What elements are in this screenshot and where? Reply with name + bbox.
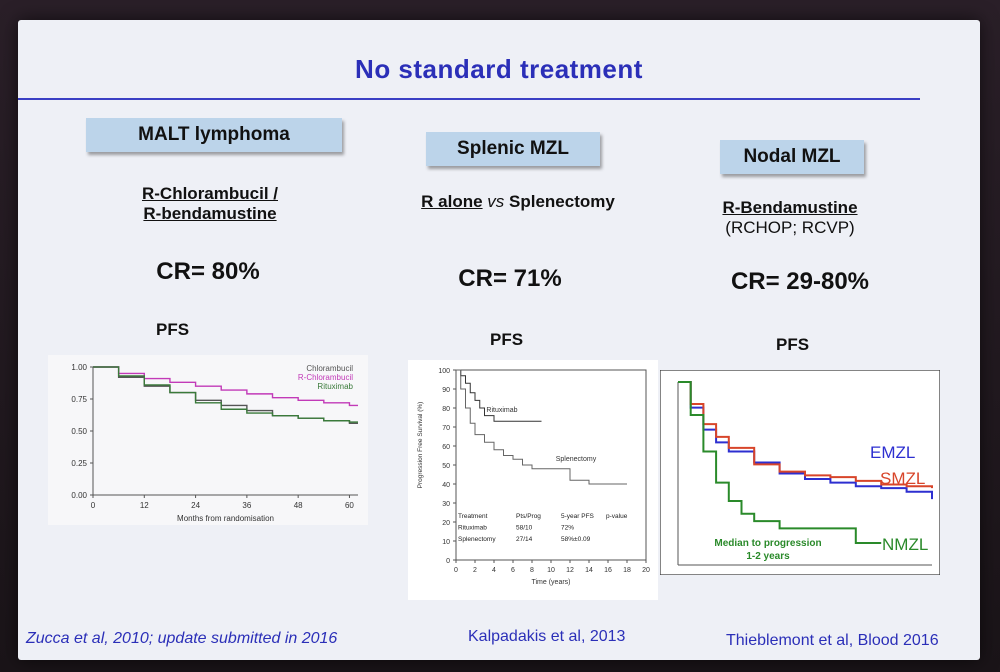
chart2-table-header: 5-year PFS	[561, 513, 595, 520]
chart1-x-tick-label: 12	[140, 501, 149, 510]
chart2-y-tick-label: 0	[446, 558, 450, 565]
chart2-y-tick-label: 10	[442, 539, 450, 546]
chart2-y-tick-label: 100	[438, 368, 450, 375]
chart2-x-tick-label: 6	[511, 567, 515, 574]
chart2-table-cell: Splenectomy	[458, 536, 496, 543]
chart2-y-label: Progression Free Survival (%)	[417, 402, 424, 489]
chart3-series-nmzl	[678, 381, 882, 545]
chart3-legend-smzl: SMZL	[880, 469, 925, 488]
chart2-x-tick-label: 0	[454, 567, 458, 574]
chart2-x-tick-label: 4	[492, 567, 496, 574]
reference-thieblemont: Thieblemont et al, Blood 2016	[726, 632, 939, 649]
treatment-splenic: R alone vs Splenectomy	[388, 192, 648, 212]
cr-nodal: CR= 29-80%	[730, 268, 870, 295]
chart3-legend-emzl: EMZL	[870, 443, 915, 462]
chart2-x-tick-label: 20	[642, 567, 650, 574]
chart1-y-tick-label: 0.75	[71, 395, 87, 404]
chart3-legend-nmzl: NMZL	[882, 535, 928, 554]
pfs-splenic: PFS	[490, 330, 524, 349]
chart1-y-tick-label: 0.50	[71, 427, 87, 436]
chart2-x-tick-label: 12	[566, 567, 574, 574]
treatment-splenic-vs: vs	[482, 192, 510, 211]
pfs-malt: PFS	[156, 320, 190, 339]
chart2-x-tick-label: 16	[604, 567, 612, 574]
chart1-series-rituximab	[93, 366, 358, 423]
chart1-x-tick-label: 24	[191, 501, 200, 510]
chart2-table-cell: 27/14	[516, 536, 533, 543]
slide: No standard treatment MALT lymphoma R-Ch…	[18, 20, 980, 660]
chart2-series-rituximab	[456, 369, 542, 422]
chart2-table-header: p-value	[606, 513, 628, 520]
chart2-y-tick-label: 30	[442, 501, 450, 508]
chart2-series-label: Splenectomy	[556, 456, 597, 463]
chart2-series-splenectomy	[456, 369, 627, 485]
chart2-table-cell: 58%±0.09	[561, 536, 591, 543]
chart2-y-tick-label: 20	[442, 520, 450, 527]
chart2-y-tick-label: 60	[442, 444, 450, 451]
cr-splenic: CR= 71%	[458, 265, 562, 292]
treatment-malt-line2: R-bendamustine	[143, 204, 277, 223]
treatment-nodal: R-Bendamustine (RCHOP; RCVP)	[690, 198, 890, 238]
chart2-table-header: Pts/Prog	[516, 513, 541, 520]
chart1-x-tick-label: 0	[91, 501, 96, 510]
label-nodal: Nodal MZL	[720, 140, 864, 174]
chart2-table-header: Treatment	[458, 513, 488, 520]
chart3-annotation-line2: 1-2 years	[746, 551, 790, 562]
chart1-x-label: Months from randomisation	[177, 514, 274, 523]
reference-kalpadakis: Kalpadakis et al, 2013	[468, 628, 626, 645]
chart2-y-tick-label: 80	[442, 406, 450, 413]
chart2-y-tick-label: 90	[442, 387, 450, 394]
chart2-x-tick-label: 10	[547, 567, 555, 574]
chart-malt-pfs: 0.00 0.25 0.50 0.75 1.00 0 12 24 36 48 60 Months fr…	[48, 355, 368, 525]
chart-splenic-pfs: 0 10 20 30 40 50 60 70 80 90 100 0 2 4 6 8 10 12 14 16 18 20 T…	[408, 360, 658, 600]
treatment-malt-line1: R-Chlorambucil /	[141, 184, 278, 203]
chart3-annotation-line1: Median to progression	[714, 538, 821, 549]
chart2-y-tick-label: 50	[442, 463, 450, 470]
chart1-x-tick-label: 60	[345, 501, 354, 510]
chart1-legend-entry: Rituximab	[317, 382, 353, 391]
pfs-nodal: PFS	[776, 335, 810, 354]
chart1-legend-entry: Chlorambucil	[306, 364, 353, 373]
chart2-table-cell: Rituximab	[458, 525, 487, 532]
chart2-x-label: Time (years)	[531, 579, 570, 586]
treatment-nodal-line2: (RCHOP; RCVP)	[725, 218, 855, 237]
treatment-nodal-line1: R-Bendamustine	[722, 198, 858, 217]
chart2-x-tick-label: 14	[585, 567, 593, 574]
chart1-background	[48, 355, 368, 525]
chart1-y-tick-label: 0.25	[71, 459, 87, 468]
title-rule	[18, 98, 920, 100]
chart2-y-tick-label: 40	[442, 482, 450, 489]
label-malt: MALT lymphoma	[86, 118, 342, 152]
treatment-malt: R-Chlorambucil / R-bendamustine	[110, 184, 310, 224]
chart1-legend-entry: R-Chlorambucil	[298, 373, 353, 382]
chart2-x-tick-label: 8	[530, 567, 534, 574]
chart2-y-tick-label: 70	[442, 425, 450, 432]
treatment-splenic-rest: Splenectomy	[509, 192, 615, 211]
cr-malt: CR= 80%	[156, 258, 260, 285]
chart2-table-cell: 72%	[561, 525, 574, 532]
chart1-y-tick-label: 1.00	[71, 363, 87, 372]
slide-title: No standard treatment	[355, 54, 643, 84]
chart-nodal-pfs: EMZL SMZL NMZL Median to progression 1-2 yea…	[660, 370, 940, 575]
chart1-y-tick-label: 0.00	[71, 491, 87, 500]
chart1-x-tick-label: 48	[294, 501, 303, 510]
label-splenic: Splenic MZL	[426, 132, 600, 166]
chart2-x-tick-label: 18	[623, 567, 631, 574]
treatment-splenic-r: R alone	[421, 192, 483, 211]
chart2-series-label: Rituximab	[486, 407, 517, 414]
chart2-x-tick-label: 2	[473, 567, 477, 574]
reference-zucca: Zucca et al, 2010; update submitted in 2…	[26, 630, 338, 647]
chart1-x-tick-label: 36	[242, 501, 251, 510]
chart2-table-cell: 58/10	[516, 525, 533, 532]
